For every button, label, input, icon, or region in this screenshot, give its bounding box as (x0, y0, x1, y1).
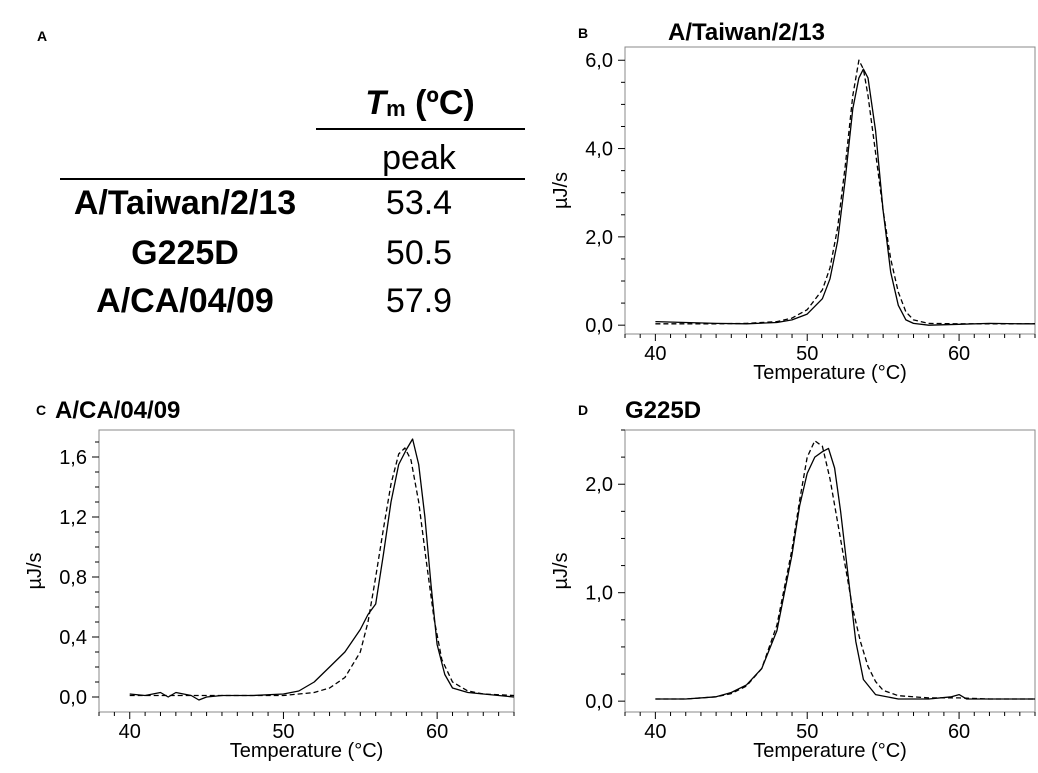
chart-b-ylabel: µJ/s (550, 172, 572, 209)
chart-c-ytick-label: 1,6 (59, 447, 87, 469)
chart-b-series-dashed (655, 59, 1035, 325)
chart-b-ytick-label: 2,0 (585, 227, 613, 249)
chart-c-title: A/CA/04/09 (55, 397, 180, 424)
chart-c-frame (98, 429, 515, 713)
chart-c-xtick-label: 40 (119, 721, 141, 743)
chart-d-ylabel: µJ/s (550, 552, 572, 589)
chart-b-xtick-label: 60 (948, 343, 970, 365)
chart-b-series-solid (655, 68, 1035, 326)
row-value-taiwan: 53.4 (385, 184, 453, 222)
chart-b-frame (624, 46, 1036, 335)
chart-d-series-solid (655, 447, 1035, 700)
chart-b-ytick-label: 6,0 (585, 50, 613, 72)
chart-d-xtick-label: 50 (796, 721, 818, 743)
chart-d-ytick-label: 0,0 (585, 691, 613, 713)
chart-c-series-solid (129, 438, 515, 701)
row-name-ca0409: A/CA/04/09 (96, 282, 274, 320)
chart-b-ytick-label: 4,0 (585, 139, 613, 161)
tm-symbol: T (365, 84, 387, 122)
chart-d-group: 40 50 60 0,0 1,0 2,0 Temperature (°C) µJ/s G225D (550, 397, 1036, 762)
panel-a-letter: A (37, 28, 48, 44)
chart-d-series-dashed (655, 440, 1035, 700)
tm-subscript: m (386, 96, 406, 121)
tm-table-panel: A Tm (ºC) peak A/Taiwan/2/13 53.4 G225D … (0, 0, 560, 360)
chart-d-xlabel: Temperature (°C) (753, 740, 907, 762)
chart-c-ytick-label: 1,2 (59, 507, 87, 529)
row-value-ca0409: 57.9 (385, 282, 453, 320)
row-name-g225d: G225D (131, 234, 239, 272)
chart-c-xtick-label: 50 (272, 721, 294, 743)
subheader-rule (60, 178, 525, 180)
chart-d-ytick-label: 1,0 (585, 583, 613, 605)
chart-c-xtick-label: 60 (426, 721, 448, 743)
tm-unit: (ºC) (415, 84, 475, 122)
tm-column-header: Tm (ºC) (345, 86, 495, 120)
row-value-g225d: 50.5 (385, 234, 453, 272)
chart-c-ytick-label: 0,8 (59, 567, 87, 589)
chart-d-xtick-label: 60 (948, 721, 970, 743)
chart-c-xlabel: Temperature (°C) (230, 740, 384, 762)
panel-b-letter: B (578, 25, 589, 41)
row-name-taiwan: A/Taiwan/2/13 (73, 184, 297, 222)
chart-d-xtick-label: 40 (644, 721, 666, 743)
chart-b-group: 40 50 60 0,0 2,0 4,0 6,0 Temperature (°C) µJ/s A/… (550, 19, 1036, 384)
chart-c-ytick-label: 0,4 (59, 627, 87, 649)
chart-d-title: G225D (625, 397, 701, 424)
peak-subheader: peak (382, 139, 456, 177)
chart-b-xlabel: Temperature (°C) (753, 362, 907, 384)
header-rule (316, 128, 525, 130)
chart-b-xtick-label: 50 (796, 343, 818, 365)
chart-d-frame (624, 429, 1036, 713)
panel-d-letter: D (578, 402, 589, 418)
chart-c-series-dashed (129, 447, 515, 697)
chart-c-ytick-label: 0,0 (59, 687, 87, 709)
chart-b-xtick-label: 40 (644, 343, 666, 365)
chart-d-ytick-label: 2,0 (585, 474, 613, 496)
chart-c-ylabel: µJ/s (24, 552, 46, 589)
panel-c-letter: C (36, 402, 47, 418)
chart-b-title: A/Taiwan/2/13 (668, 19, 825, 46)
chart-c-group: 40 50 60 0,0 0,4 0,8 1,2 1,6 Temperature (°C) µJ/… (24, 397, 515, 762)
chart-b-ytick-label: 0,0 (585, 315, 613, 337)
